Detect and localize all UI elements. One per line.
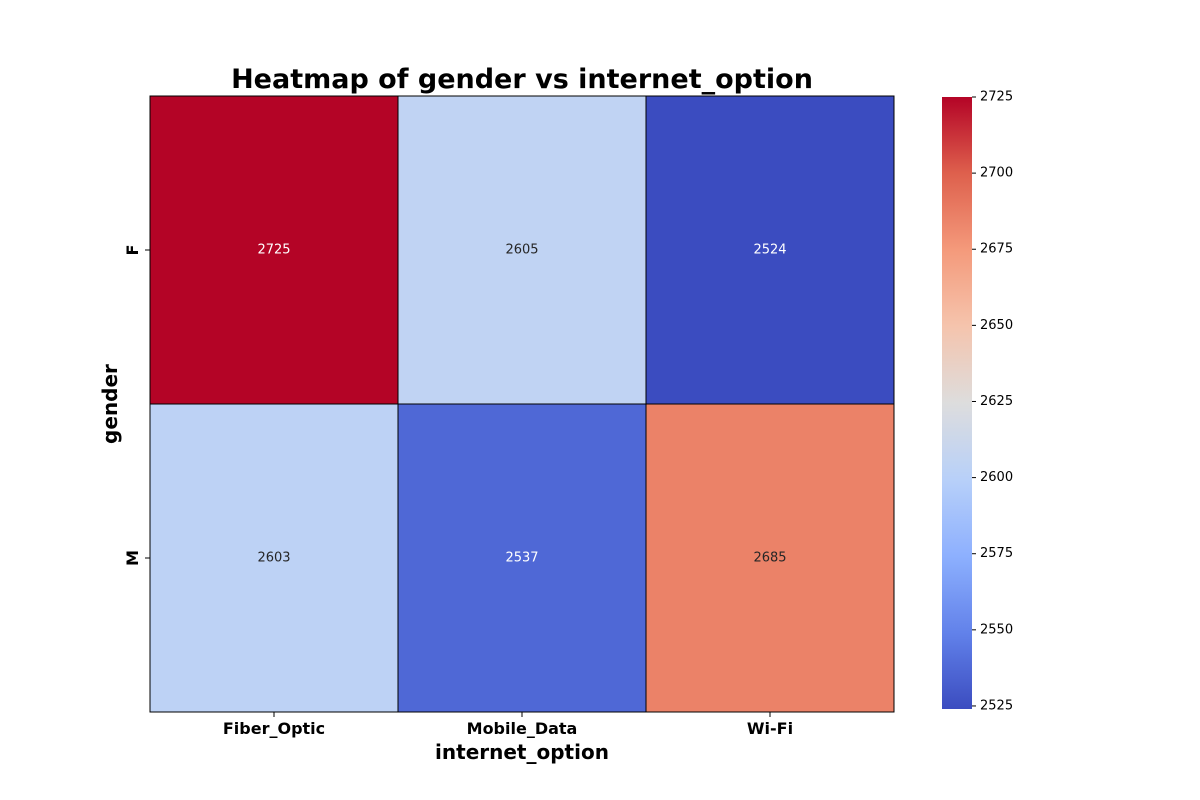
heatmap-cell-F-Wi-Fi: [645, 95, 895, 405]
heatmap-cell-F-Fiber_Optic: [149, 95, 399, 405]
y-tick-label: M: [123, 550, 142, 566]
colorbar-tick-label: 2700: [980, 166, 1013, 181]
y-axis-label: gender: [98, 364, 122, 444]
y-axis-ticks: FM: [123, 245, 150, 566]
heatmap-cell-value: 2685: [753, 551, 786, 566]
colorbar-tick-label: 2650: [980, 318, 1013, 333]
heatmap-cell-M-Wi-Fi: [645, 403, 895, 713]
colorbar: 2525 2550 2575 2600 2625 2650 2675 2700 2725: [942, 90, 1013, 713]
x-tick-label: Mobile_Data: [467, 719, 578, 738]
colorbar-tick-label: 2725: [980, 90, 1013, 105]
x-axis-label: internet_option: [435, 740, 609, 764]
x-tick-label: Fiber_Optic: [223, 719, 325, 738]
x-tick-label: Wi-Fi: [747, 719, 793, 738]
colorbar-tick-label: 2625: [980, 394, 1013, 409]
colorbar-tick-label: 2550: [980, 622, 1013, 637]
heatmap-cell-M-Mobile_Data: [397, 403, 647, 713]
y-tick-label: F: [123, 245, 142, 256]
colorbar-gradient-bar: [942, 97, 972, 709]
colorbar-tick-label: 2575: [980, 546, 1013, 561]
colorbar-tick-label: 2675: [980, 242, 1013, 257]
colorbar-ticks: 2525 2550 2575 2600 2625 2650 2675 2700 2725: [972, 90, 1013, 713]
heatmap-cell-F-Mobile_Data: [397, 95, 647, 405]
heatmap-cell-value: 2605: [505, 243, 538, 258]
heatmap-cell-value: 2524: [753, 243, 786, 258]
heatmap-cell-value: 2725: [257, 243, 290, 258]
heatmap-cells: [149, 95, 895, 713]
x-axis-ticks: Fiber_Optic Mobile_Data Wi-Fi: [223, 712, 793, 738]
heatmap-cell-value: 2603: [257, 551, 290, 566]
chart-title: Heatmap of gender vs internet_option: [231, 64, 813, 95]
heatmap-cell-M-Fiber_Optic: [149, 403, 399, 713]
colorbar-tick-label: 2600: [980, 470, 1013, 485]
colorbar-tick-label: 2525: [980, 698, 1013, 713]
heatmap-cell-value: 2537: [505, 551, 538, 566]
heatmap-cell-labels: 2725 2605 2524 2603 2537 2685: [257, 243, 786, 566]
